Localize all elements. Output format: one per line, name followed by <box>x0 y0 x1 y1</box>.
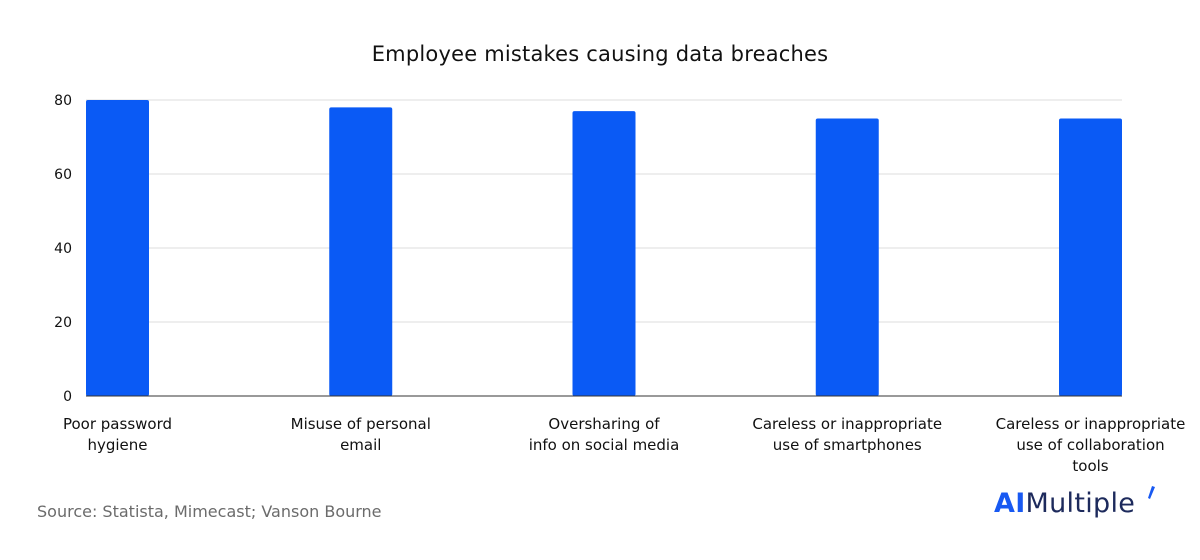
y-tick-label: 20 <box>54 315 72 331</box>
x-category-label: Poor password hygiene <box>62 415 172 454</box>
y-tick-label: 40 <box>54 241 72 257</box>
x-category-label: Misuse of personal email <box>290 415 431 454</box>
x-category-label: Careless or inappropriate use of collabo… <box>995 415 1186 475</box>
aimultiple-logo: AIMultiple <box>994 486 1155 528</box>
spark-icon <box>1148 486 1155 499</box>
x-category-label: Careless or inappropriate use of smartph… <box>752 415 943 454</box>
bar <box>815 118 879 396</box>
bar <box>329 107 393 397</box>
y-axis-ticks: 0 20 40 60 80 <box>54 93 72 405</box>
bars <box>86 100 1122 397</box>
logo-prefix: AI <box>994 488 1026 519</box>
chart-title: Employee mistakes causing data breaches <box>371 42 829 66</box>
logo-suffix: Multiple <box>1025 488 1136 519</box>
x-category-label: Oversharing of info on social media <box>528 415 680 454</box>
bar <box>572 111 636 396</box>
y-tick-label: 0 <box>63 389 72 405</box>
source-note: Source: Statista, Mimecast; Vanson Bourn… <box>37 502 382 521</box>
bar <box>1059 118 1122 396</box>
y-tick-label: 60 <box>54 167 72 183</box>
bar <box>86 100 149 396</box>
y-tick-label: 80 <box>54 93 72 109</box>
